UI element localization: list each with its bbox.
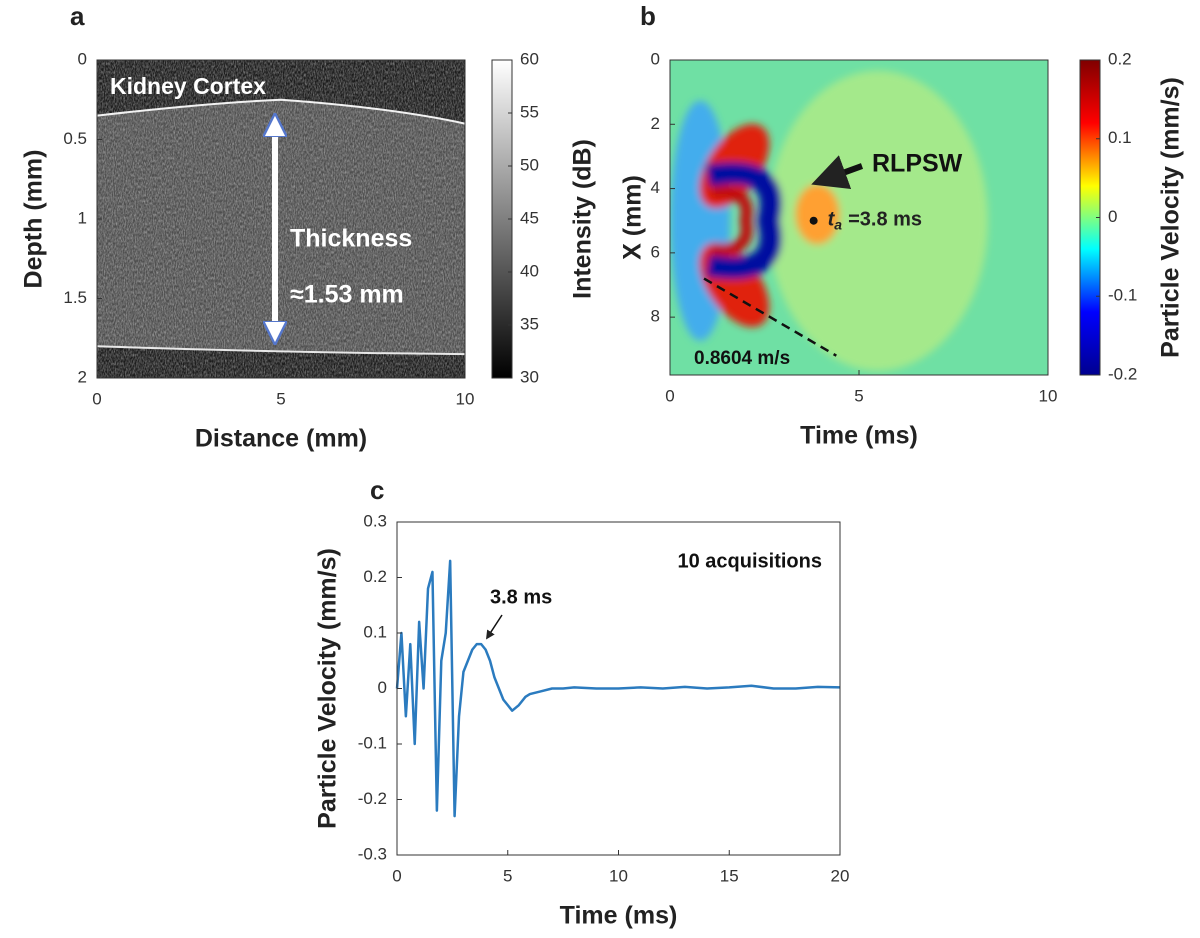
wave-field [670, 70, 988, 371]
annotation: RLPSW [872, 150, 963, 178]
speckle [97, 60, 465, 378]
colorbar-tick-label: 35 [520, 314, 539, 333]
x-tick-label: 20 [831, 866, 850, 885]
x-tick-label: 10 [609, 866, 628, 885]
y-tick-label: 2 [78, 367, 87, 386]
peak-arrow [486, 614, 503, 640]
colorbar-tick-label: -0.1 [1108, 286, 1137, 305]
y-tick-label: -0.1 [358, 733, 387, 752]
y-tick-label: -0.3 [358, 844, 387, 863]
y-tick-label: 6 [651, 242, 660, 261]
y-tick-label: 0 [378, 678, 387, 697]
colorbar-tick-label: 40 [520, 261, 539, 280]
x-tick-label: 10 [1039, 386, 1058, 405]
y-tick-label: -0.2 [358, 789, 387, 808]
field [705, 162, 782, 280]
colorbar-tick-label: 50 [520, 155, 539, 174]
colorbar-tick-label: 45 [520, 208, 539, 227]
panel: c 0 5 10 15 20 -0.3 -0.2 -0.1 0 0.1 0.2 0.3 Time (ms)… [314, 475, 850, 930]
colorbar-tick-label: 55 [520, 102, 539, 121]
colorbar-label: Particle Velocity (mm/s) [1157, 77, 1185, 358]
field [711, 185, 753, 256]
y-tick-label: 0.1 [363, 622, 387, 641]
rlpsw-arrow [811, 155, 864, 190]
panel: a 0 5 10 0 0.5 1 1.5 2 Distance (mm) Depth (mm) 30 3… [20, 1, 597, 453]
y-tick-label: 8 [651, 307, 660, 326]
x-tick-label: 15 [720, 866, 739, 885]
arrival-label: ta =3.8 ms [828, 209, 922, 232]
y-axis-label: X (mm) [619, 175, 647, 260]
annotation: 0.8604 m/s [694, 348, 790, 369]
velocity-line [703, 277, 837, 357]
field [767, 70, 988, 371]
annotation: Kidney Cortex [110, 73, 266, 99]
arrival-text: =3.8 ms [848, 209, 922, 231]
x-tick-label: 10 [456, 389, 475, 408]
colorbar-tick-label: -0.2 [1108, 364, 1137, 383]
x-tick-label: 0 [665, 386, 674, 405]
image-area [97, 60, 465, 378]
y-axis-label: Depth (mm) [20, 150, 48, 289]
annotation: 3.8 ms [490, 586, 552, 608]
y-tick-label: 1.5 [63, 288, 87, 307]
panel: b ta =3.8 ms 0 5 10 0 2 4 6 8 Time (ms) X (mm) -0.2 -0… [619, 1, 1185, 450]
x-tick-label: 5 [854, 386, 863, 405]
colorbar-tick-label: 0.2 [1108, 49, 1132, 68]
y-tick-label: 1 [78, 208, 87, 227]
annotation: Thickness [290, 225, 412, 253]
y-tick-label: 0 [78, 49, 87, 68]
velocity-trace [395, 559, 841, 818]
field [795, 184, 840, 245]
colorbar-tick-label: 60 [520, 49, 539, 68]
arrival-symbol: t [828, 209, 836, 231]
colorbar-tick-label: 0.1 [1108, 128, 1132, 147]
y-tick-label: 0.5 [63, 129, 87, 148]
arrival-subscript: a [834, 216, 842, 232]
y-tick-label: 0.3 [363, 511, 387, 530]
image-area [670, 60, 1048, 375]
y-tick-label: 0 [651, 49, 660, 68]
x-tick-label: 0 [392, 866, 401, 885]
x-axis-label: Distance (mm) [195, 425, 367, 453]
x-axis-label: Time (ms) [800, 422, 918, 450]
x-axis-label: Time (ms) [560, 902, 678, 930]
boundary [97, 345, 465, 356]
arrival-point [809, 216, 818, 225]
annotation: 10 acquisitions [678, 550, 823, 572]
panel-label: b [640, 1, 656, 31]
colorbar-tick-label: 30 [520, 367, 539, 386]
y-tick-label: 2 [651, 114, 660, 133]
boundary [97, 98, 465, 125]
colorbar-label: Intensity (dB) [569, 139, 597, 299]
y-tick-label: 4 [651, 178, 660, 197]
panel-label: a [70, 1, 85, 31]
x-tick-label: 5 [503, 866, 512, 885]
y-tick-label: 0.2 [363, 567, 387, 586]
colorbar-tick-label: 0 [1108, 207, 1117, 226]
annotation: ≈1.53 mm [290, 281, 404, 309]
panel-label: c [370, 475, 384, 505]
y-axis-label: Particle Velocity (mm/s) [314, 548, 342, 829]
x-tick-label: 5 [276, 389, 285, 408]
x-tick-label: 0 [92, 389, 101, 408]
